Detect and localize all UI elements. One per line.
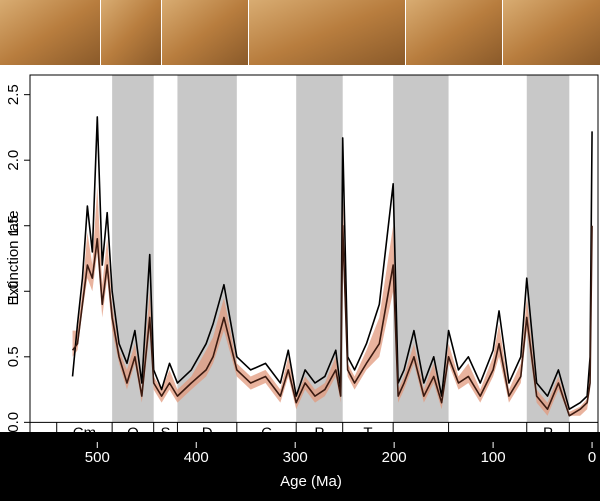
period-label: C xyxy=(261,424,272,441)
y-tick-label: 2.0 xyxy=(5,150,22,171)
x-tick-label: 300 xyxy=(283,449,308,466)
period-label: Cm xyxy=(73,424,96,441)
y-tick-label: 2.5 xyxy=(5,84,22,105)
y-tick-label: 0.5 xyxy=(5,346,22,367)
y-axis-label: Extinction rate xyxy=(5,210,22,305)
x-tick-label: 200 xyxy=(382,449,407,466)
y-tick-label: 0.0 xyxy=(5,412,22,433)
fossil-image xyxy=(0,0,100,65)
fossil-image xyxy=(503,0,600,65)
x-tick-label: 400 xyxy=(184,449,209,466)
x-tick-label: 100 xyxy=(481,449,506,466)
period-label: T xyxy=(363,424,372,441)
fossil-image xyxy=(101,0,161,65)
period-label: D xyxy=(202,424,213,441)
period-shade xyxy=(112,75,154,423)
x-tick-label: 500 xyxy=(85,449,110,466)
y-tick-label: 1.0 xyxy=(5,281,22,302)
envelope xyxy=(72,173,593,416)
series-line xyxy=(71,224,593,417)
fossil-strip xyxy=(0,0,600,65)
fossil-image xyxy=(249,0,405,65)
period-label: S xyxy=(161,424,171,441)
plot-frame xyxy=(29,74,599,443)
period-label: O xyxy=(127,424,139,441)
period-label: P xyxy=(314,424,324,441)
dark-overlay xyxy=(0,432,600,501)
y-tick-label: 1.5 xyxy=(5,215,22,236)
fossil-image xyxy=(406,0,502,65)
series-line xyxy=(71,116,593,411)
period-label: P xyxy=(543,424,553,441)
x-axis-label: Age (Ma) xyxy=(280,473,342,490)
fossil-image xyxy=(162,0,248,65)
x-tick-label: 0 xyxy=(588,449,596,466)
